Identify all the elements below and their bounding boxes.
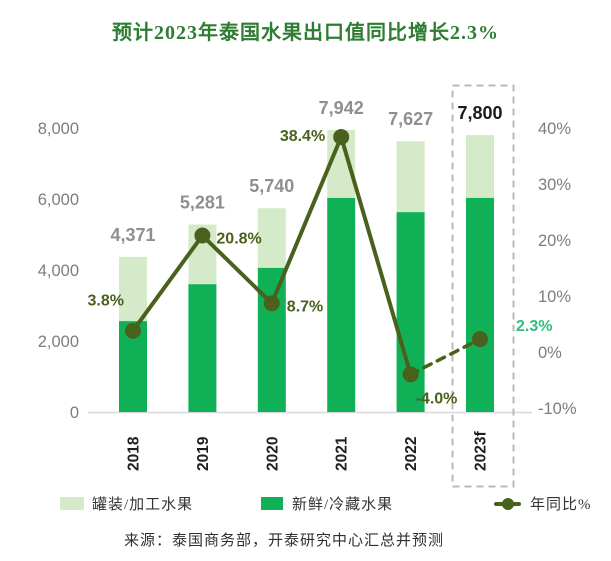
- total-label-2018: 4,371: [110, 225, 155, 245]
- right-axis-tick-5: -10%: [538, 400, 577, 418]
- bar-canned-2018: [119, 256, 147, 322]
- x-label-2018: 2018: [126, 436, 143, 471]
- right-axis-tick-2: 20%: [538, 232, 571, 250]
- forecast-highlight-box: [451, 84, 515, 488]
- total-label-2020: 5,740: [249, 176, 294, 196]
- source-text: 来源：泰国商务部，开泰研究中心汇总并预测: [124, 533, 445, 549]
- yoy-marker-2018: [125, 322, 141, 339]
- x-label-2022: 2022: [403, 437, 420, 471]
- yoy-marker-2019: [194, 227, 211, 244]
- total-label-2019: 5,281: [180, 193, 225, 213]
- yoy-label-2019: 20.8%: [216, 231, 261, 248]
- right-axis-tick-3: 10%: [538, 288, 571, 306]
- total-label-2023f: 7,800: [457, 103, 502, 123]
- x-label-2019: 2019: [195, 436, 212, 471]
- bar-fresh-2023f: [466, 197, 494, 412]
- yoy-line-forecast: [408, 337, 482, 377]
- yoy-label-2023f: 2.3%: [516, 318, 552, 335]
- bar-canned-2022: [396, 141, 425, 213]
- yoy-marker-2021: [333, 128, 350, 145]
- x-label-2020: 2020: [264, 437, 281, 471]
- bar-canned-2020: [257, 208, 286, 268]
- right-axis-tick-4: 0%: [538, 344, 562, 362]
- total-label-2022: 7,627: [388, 109, 433, 129]
- bar-fresh-2021: [327, 197, 356, 412]
- x-label-2021: 2021: [334, 436, 351, 471]
- yoy-label-2018: 3.8%: [88, 293, 124, 310]
- right-axis-tick-1: 30%: [538, 176, 571, 194]
- right-axis-tick-0: 40%: [538, 120, 571, 138]
- left-axis-tick-1: 6,000: [38, 191, 79, 209]
- left-axis-tick-2: 4,000: [38, 262, 79, 280]
- left-axis-tick-0: 8,000: [38, 120, 79, 138]
- bar-canned-2023f: [466, 135, 494, 198]
- chart-title: 预计2023年泰国水果出口值同比增长2.3%: [112, 22, 499, 44]
- bar-fresh-2020: [257, 267, 286, 412]
- yoy-marker-2022: [402, 366, 419, 383]
- left-axis-tick-4: 0: [70, 404, 79, 422]
- yoy-marker-2020: [263, 295, 280, 312]
- yoy-label-2021: 38.4%: [280, 128, 325, 145]
- bar-fresh-2019: [188, 284, 217, 412]
- x-label-2023f: 2023f: [473, 431, 490, 471]
- yoy-label-2022: -4.0%: [416, 390, 458, 407]
- total-label-2021: 7,942: [319, 98, 364, 118]
- left-axis-tick-3: 2,000: [38, 333, 79, 351]
- yoy-label-2020: 8.7%: [287, 298, 323, 315]
- yoy-marker-2023f: [472, 331, 488, 348]
